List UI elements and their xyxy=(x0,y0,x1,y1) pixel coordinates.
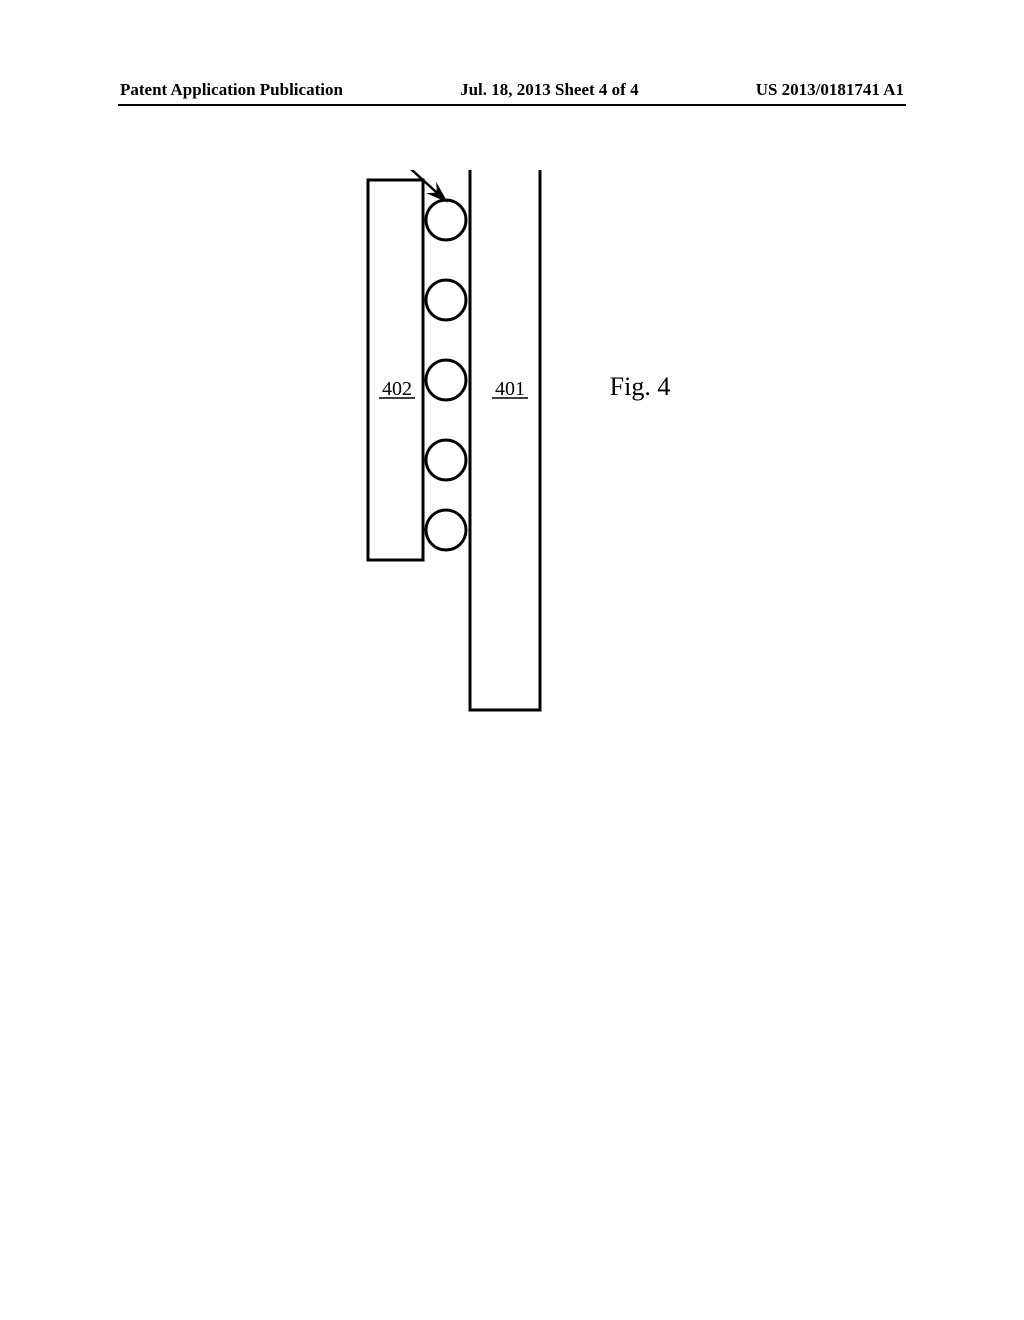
figure-root-group: 405400402401Fig. 4 xyxy=(135,170,670,710)
figure-svg: 405400402401Fig. 4 xyxy=(0,170,1024,1230)
die-rect xyxy=(368,180,423,560)
solder-bump xyxy=(426,200,466,240)
solder-bump xyxy=(426,280,466,320)
solder-bump xyxy=(426,510,466,550)
page-header: Patent Application Publication Jul. 18, … xyxy=(0,80,1024,100)
figure-4: 405400402401Fig. 4 xyxy=(0,170,1024,1230)
header-pubnumber: US 2013/0181741 A1 xyxy=(756,80,904,100)
substrate-rect xyxy=(470,170,540,710)
page: Patent Application Publication Jul. 18, … xyxy=(0,0,1024,1320)
header-rule xyxy=(118,104,906,106)
ref-401-label: 401 xyxy=(495,378,525,400)
solder-bump xyxy=(426,440,466,480)
ref-401-label-group: 401 xyxy=(492,378,528,400)
header-date-sheet: Jul. 18, 2013 Sheet 4 of 4 xyxy=(460,80,639,100)
ref-402-label: 402 xyxy=(382,378,412,400)
figure-caption-group: Fig. 4 xyxy=(610,372,671,401)
ref-402-label-group: 402 xyxy=(379,378,415,400)
figure-caption: Fig. 4 xyxy=(610,372,671,401)
solder-bump xyxy=(426,360,466,400)
header-publication: Patent Application Publication xyxy=(120,80,343,100)
